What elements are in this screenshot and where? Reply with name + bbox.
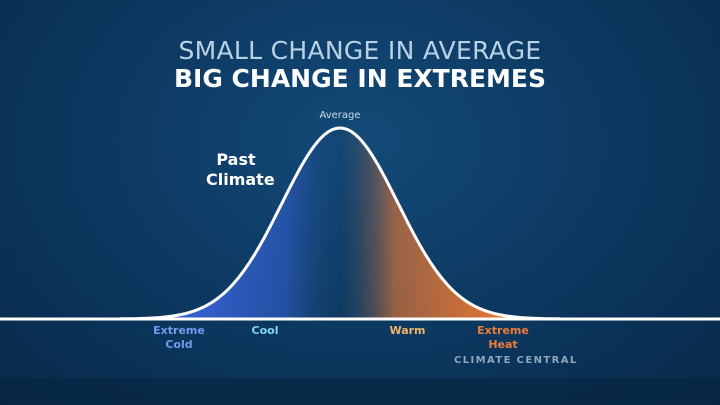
chart-subtitle: BIG CHANGE IN EXTREMES	[173, 64, 547, 93]
category-label: Extreme Cold	[153, 324, 205, 351]
chart-title: SMALL CHANGE IN AVERAGE	[178, 36, 542, 65]
bottom-band	[0, 378, 720, 405]
average-label: Average	[319, 110, 361, 121]
curve-line	[119, 126, 561, 321]
category-label: Extreme Heat	[477, 324, 529, 351]
category-label: Warm	[389, 324, 426, 337]
category-label: Cool	[251, 324, 279, 337]
brand-logo: CLIMATE CENTRAL	[454, 355, 578, 366]
series-label: Past Climate	[206, 150, 275, 189]
curve-fill	[120, 128, 560, 319]
